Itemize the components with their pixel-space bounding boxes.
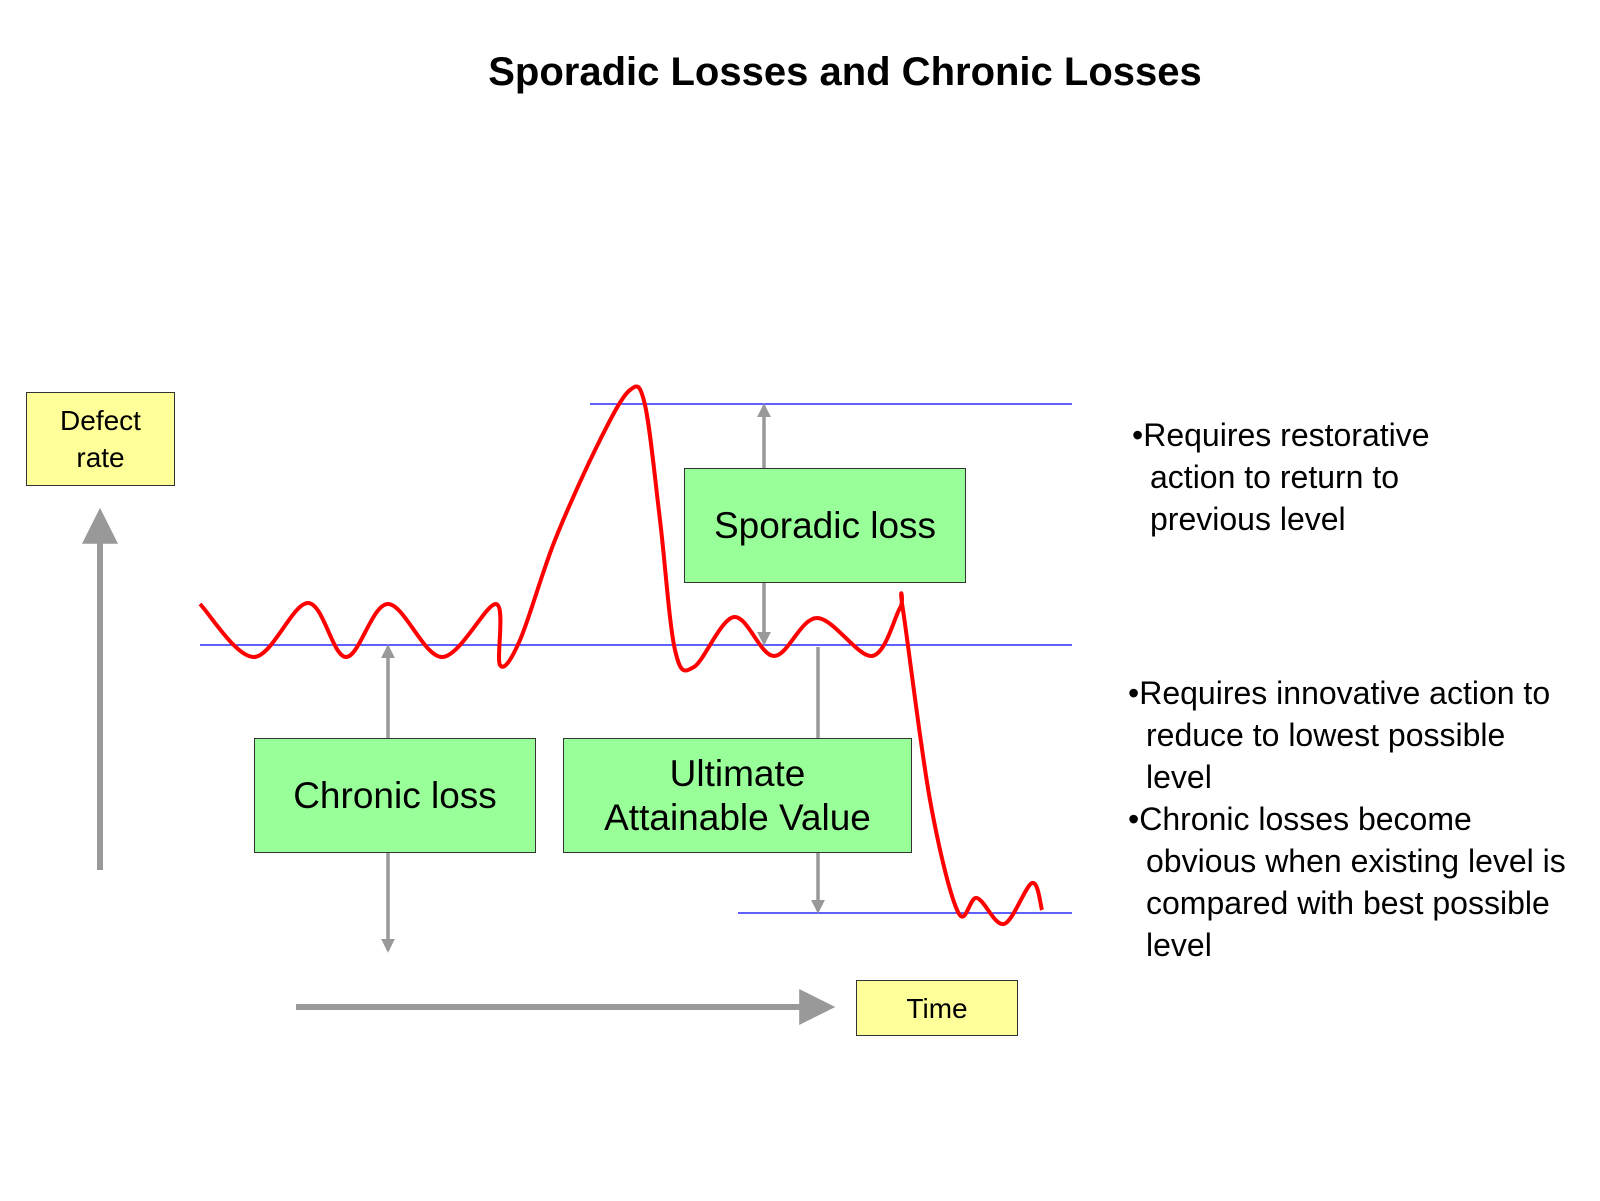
notes-chronic: •Requires innovative action to reduce to…	[1128, 672, 1568, 966]
x-axis-label: Time	[856, 980, 1018, 1036]
note-item: •Chronic losses become obvious when exis…	[1128, 801, 1566, 963]
sporadic-loss-box: Sporadic loss	[684, 468, 966, 583]
page-title: Sporadic Losses and Chronic Losses	[488, 50, 1202, 94]
chronic-loss-box: Chronic loss	[254, 738, 536, 853]
note-item: •Requires restorative action to return t…	[1132, 417, 1430, 537]
notes-sporadic: •Requires restorative action to return t…	[1132, 414, 1492, 540]
y-axis-label: Defect rate	[26, 392, 175, 486]
ultimate-attainable-value-box: Ultimate Attainable Value	[563, 738, 912, 853]
note-item: •Requires innovative action to reduce to…	[1128, 675, 1551, 795]
defect-rate-curve	[198, 384, 1044, 926]
